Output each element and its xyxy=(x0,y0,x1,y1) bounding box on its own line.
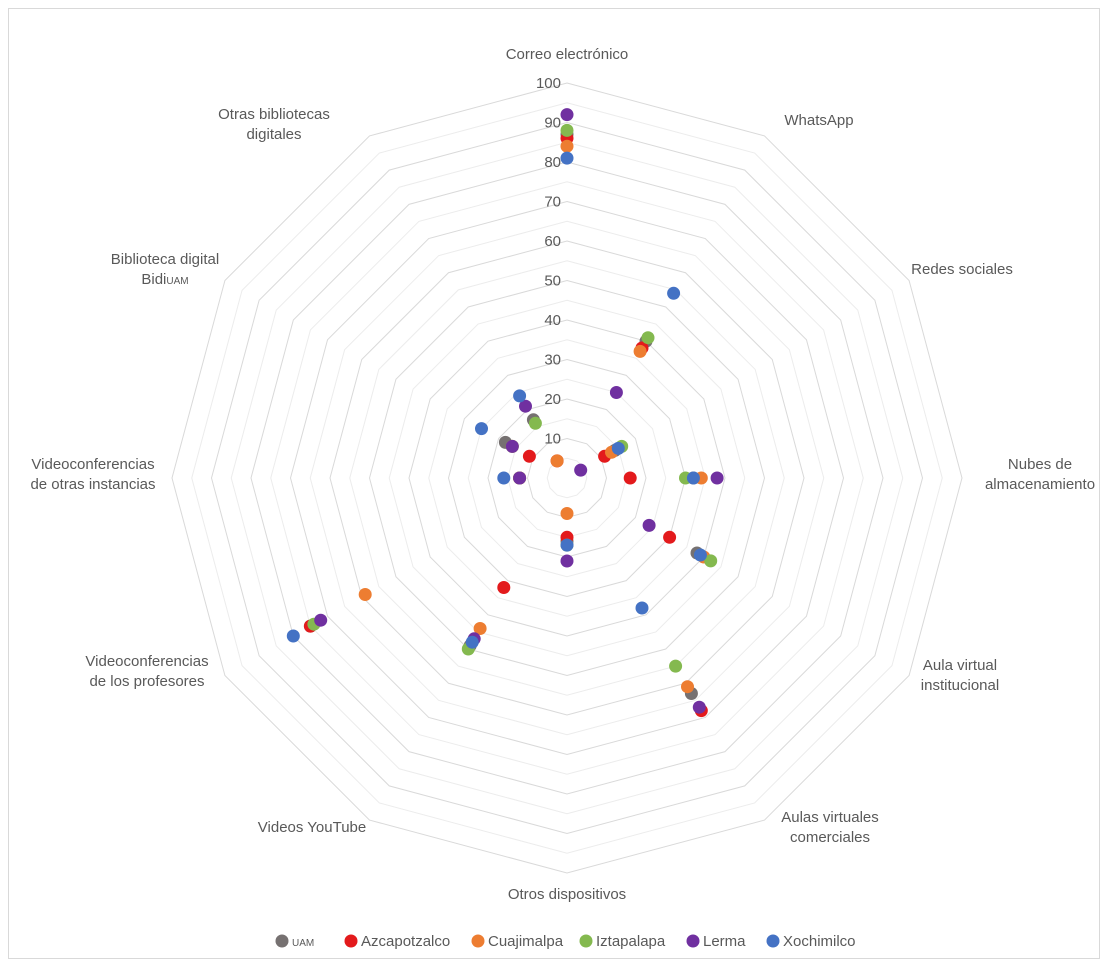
data-point xyxy=(513,471,527,485)
category-label: Videoconferencias de los profesores xyxy=(85,653,208,690)
category-label: Aulas virtuales comerciales xyxy=(781,809,879,846)
category-label: Nubes de almacenamiento xyxy=(985,456,1095,493)
legend-label: Cuajimalpa xyxy=(488,933,564,950)
tick-label: 20 xyxy=(544,391,561,408)
grid-ring xyxy=(388,299,746,657)
legend-label: Lerma xyxy=(703,933,746,950)
grid-ring xyxy=(171,82,963,874)
data-point xyxy=(669,659,683,673)
data-point xyxy=(686,471,700,485)
tick-label: 80 xyxy=(544,154,561,171)
data-point xyxy=(314,613,328,627)
data-point xyxy=(560,507,574,520)
category-labels: Correo electrónico WhatsApp Redes sociales… xyxy=(30,46,1095,903)
legend-marker xyxy=(471,934,485,948)
grid-ring xyxy=(349,260,785,696)
legend-marker xyxy=(686,934,700,948)
legend-label: Azcapotzalco xyxy=(361,933,450,950)
tick-label: 10 xyxy=(544,431,561,448)
tick-label: 100 xyxy=(536,75,561,92)
data-point xyxy=(623,471,637,485)
grid-ring xyxy=(270,181,864,775)
data-point xyxy=(358,588,372,601)
legend-marker xyxy=(766,934,780,948)
radial-axis-ticks: 10 20 30 40 50 60 70 80 90 100 xyxy=(536,75,561,448)
data-point xyxy=(681,680,694,694)
data-point xyxy=(635,601,649,615)
category-label: Videoconferencias de otras instancias xyxy=(30,456,155,493)
data-points xyxy=(286,108,724,718)
series-xochimilco xyxy=(286,151,707,649)
data-point xyxy=(519,399,532,413)
category-label: Correo electrónico xyxy=(506,46,629,63)
series-lerma xyxy=(314,108,724,714)
data-point xyxy=(465,635,479,649)
data-point xyxy=(513,389,527,403)
category-label: Otros dispositivos xyxy=(508,886,626,903)
data-point xyxy=(560,554,574,568)
legend: UAM Azcapotzalco Cuajimalpa Iztapalapa Lerma… xyxy=(275,933,856,950)
grid-ring xyxy=(309,220,825,736)
grid-ring xyxy=(368,279,766,677)
legend-label: Xochimilco xyxy=(783,933,856,950)
legend-marker xyxy=(275,934,289,948)
grid-ring xyxy=(191,102,943,854)
data-point xyxy=(550,454,564,468)
data-point xyxy=(473,622,487,635)
data-point xyxy=(505,439,519,453)
data-point xyxy=(704,554,718,568)
category-label: Videos YouTube xyxy=(258,819,366,836)
data-point xyxy=(574,463,588,477)
data-point xyxy=(560,108,574,122)
tick-label: 60 xyxy=(544,233,561,250)
data-point xyxy=(609,386,623,399)
radar-grid xyxy=(171,82,963,874)
category-label: WhatsApp xyxy=(784,112,853,129)
grid-ring xyxy=(250,161,884,795)
grid-ring xyxy=(526,437,608,519)
data-point xyxy=(667,286,681,300)
tick-label: 90 xyxy=(544,115,561,132)
tick-label: 70 xyxy=(544,194,561,211)
data-point xyxy=(693,548,707,562)
data-point xyxy=(560,139,574,153)
tick-label: 40 xyxy=(544,312,561,329)
category-label: Redes sociales xyxy=(911,261,1013,278)
data-point xyxy=(611,441,625,455)
data-point xyxy=(497,471,511,485)
data-point xyxy=(475,422,488,436)
legend-label: UAM xyxy=(292,938,314,949)
tick-label: 50 xyxy=(544,273,561,290)
data-point xyxy=(642,518,656,532)
grid-ring xyxy=(408,319,726,637)
data-point xyxy=(641,331,655,345)
tick-label: 30 xyxy=(544,352,561,369)
data-point xyxy=(560,123,574,137)
data-point xyxy=(497,581,511,594)
data-point xyxy=(560,538,574,552)
grid-ring xyxy=(329,240,805,716)
legend-label: Iztapalapa xyxy=(596,933,666,950)
data-point xyxy=(522,449,536,463)
data-point xyxy=(692,700,706,714)
chart-area xyxy=(8,8,1100,959)
legend-marker xyxy=(344,934,358,948)
grid-ring xyxy=(210,121,924,835)
data-point xyxy=(710,471,724,485)
category-label: Biblioteca digital BidiUAM xyxy=(111,251,219,288)
grid-ring xyxy=(289,200,845,756)
category-label: Otras bibliotecas digitales xyxy=(218,106,330,143)
data-point xyxy=(528,416,542,430)
data-point xyxy=(663,530,677,544)
grid-ring xyxy=(230,141,904,815)
legend-marker xyxy=(579,934,593,948)
data-point xyxy=(286,629,300,643)
grid-ring xyxy=(447,358,687,598)
category-label: Aula virtual institucional xyxy=(921,657,999,694)
data-point xyxy=(560,151,574,165)
grid-ring xyxy=(428,339,706,617)
data-point xyxy=(633,344,647,358)
